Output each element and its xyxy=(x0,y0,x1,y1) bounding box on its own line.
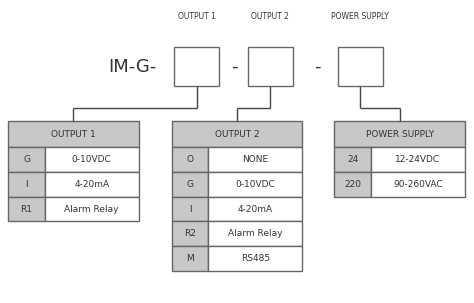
Text: G: G xyxy=(187,180,193,189)
Text: -: - xyxy=(314,58,320,76)
Bar xyxy=(8,172,45,197)
Bar xyxy=(45,172,138,197)
Bar xyxy=(247,47,292,86)
Text: 4-20mA: 4-20mA xyxy=(74,180,109,189)
Bar xyxy=(209,172,302,197)
Bar xyxy=(8,147,45,172)
Text: RS485: RS485 xyxy=(241,254,270,263)
Bar xyxy=(172,121,302,147)
Bar xyxy=(8,121,138,147)
Bar xyxy=(209,221,302,246)
Bar xyxy=(337,47,383,86)
Text: 90-260VAC: 90-260VAC xyxy=(393,180,443,189)
Bar xyxy=(172,221,208,246)
Text: R1: R1 xyxy=(20,205,33,214)
Text: I: I xyxy=(189,205,191,214)
Text: 0-10VDC: 0-10VDC xyxy=(236,180,275,189)
Text: NONE: NONE xyxy=(242,155,268,164)
Bar xyxy=(172,147,208,172)
Bar xyxy=(334,147,371,172)
Text: G: G xyxy=(23,155,30,164)
Bar xyxy=(334,172,371,197)
Bar xyxy=(172,197,208,221)
Text: 0-10VDC: 0-10VDC xyxy=(72,155,111,164)
Bar xyxy=(209,246,302,271)
Text: 4-20mA: 4-20mA xyxy=(237,205,273,214)
Text: -: - xyxy=(231,58,237,76)
Text: OUTPUT 1: OUTPUT 1 xyxy=(51,130,96,138)
Bar xyxy=(172,172,208,197)
Text: Alarm Relay: Alarm Relay xyxy=(228,229,283,238)
Text: 12-24VDC: 12-24VDC xyxy=(395,155,440,164)
Bar xyxy=(45,147,138,172)
Bar xyxy=(371,147,465,172)
Text: OUTPUT 1: OUTPUT 1 xyxy=(178,12,216,21)
Text: IM-G-: IM-G- xyxy=(108,58,156,76)
Text: O: O xyxy=(187,155,193,164)
Text: 220: 220 xyxy=(344,180,361,189)
Text: OUTPUT 2: OUTPUT 2 xyxy=(251,12,289,21)
Bar xyxy=(209,197,302,221)
Bar xyxy=(45,197,138,221)
Text: 24: 24 xyxy=(347,155,358,164)
Text: OUTPUT 2: OUTPUT 2 xyxy=(215,130,259,138)
Bar xyxy=(172,246,208,271)
Bar xyxy=(174,47,219,86)
Text: Alarm Relay: Alarm Relay xyxy=(64,205,119,214)
Bar xyxy=(371,172,465,197)
Text: I: I xyxy=(25,180,28,189)
Text: M: M xyxy=(186,254,194,263)
Text: R2: R2 xyxy=(184,229,196,238)
Text: POWER SUPPLY: POWER SUPPLY xyxy=(331,12,389,21)
Bar xyxy=(8,197,45,221)
Bar xyxy=(209,147,302,172)
Bar xyxy=(334,121,465,147)
Text: POWER SUPPLY: POWER SUPPLY xyxy=(365,130,434,138)
